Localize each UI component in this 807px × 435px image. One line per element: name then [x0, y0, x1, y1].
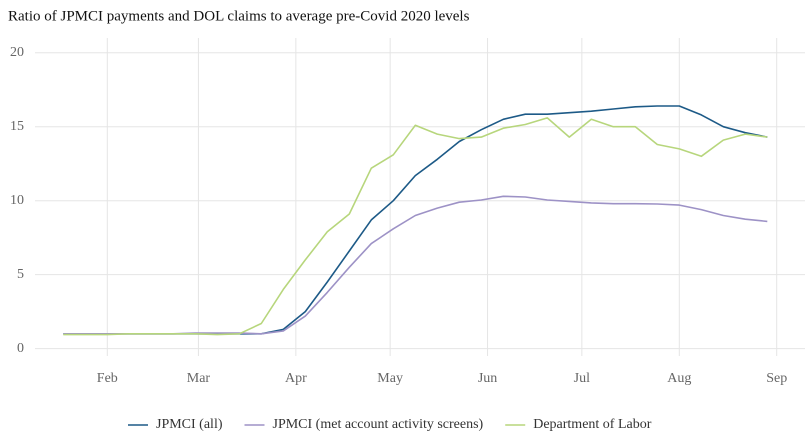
y-tick-label: 5: [17, 267, 24, 282]
y-tick-label: 10: [10, 193, 24, 208]
x-tick-label: Feb: [97, 371, 118, 386]
x-tick-label: Jun: [478, 371, 497, 386]
series-line: [63, 195, 768, 335]
y-tick-label: 20: [10, 45, 24, 60]
legend-label: JPMCI (met account activity screens): [273, 417, 484, 432]
y-tick-label: 0: [17, 341, 24, 356]
chart-title: Ratio of JPMCI payments and DOL claims t…: [8, 8, 470, 24]
x-tick-label: Sep: [766, 371, 787, 386]
legend-label: JPMCI (all): [156, 417, 223, 432]
x-tick-label: Mar: [187, 371, 211, 386]
series-line: [63, 117, 768, 336]
x-tick-label: Aug: [667, 371, 691, 386]
x-tick-label: May: [377, 371, 403, 386]
x-tick-label: Apr: [285, 371, 307, 386]
x-tick-label: Jul: [574, 371, 590, 386]
series-line: [63, 105, 768, 335]
legend: JPMCI (all) JPMCI (met account activity s…: [128, 417, 652, 432]
legend-label: Department of Labor: [533, 417, 652, 432]
y-tick-label: 15: [10, 119, 24, 134]
